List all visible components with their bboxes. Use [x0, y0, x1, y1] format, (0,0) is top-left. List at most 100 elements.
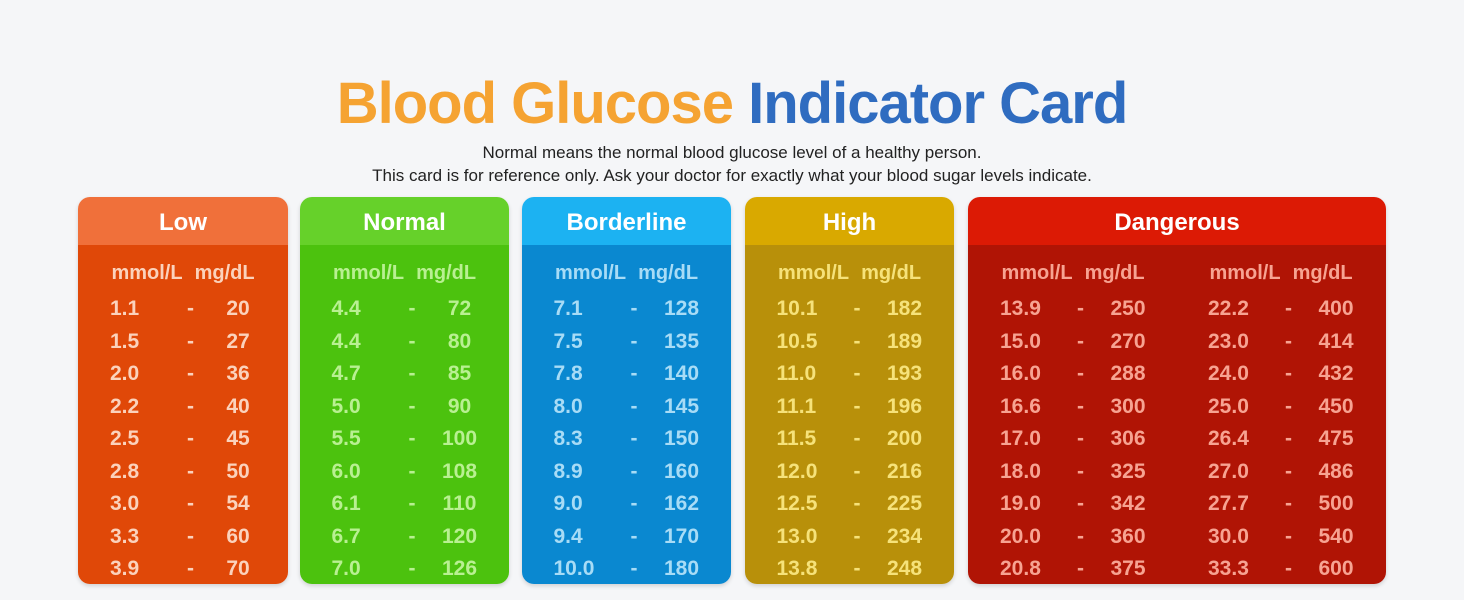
dash: - [630, 557, 638, 581]
mg-value: 126 [441, 557, 478, 581]
mmol-value: 13.9 [1000, 297, 1041, 321]
mmol-value: 4.7 [331, 362, 361, 386]
unit-mmol: mmol/L [1209, 261, 1281, 284]
dash: - [630, 459, 638, 483]
dash: - [630, 427, 638, 451]
dash: - [187, 492, 194, 516]
mg-value: 325 [1110, 459, 1146, 483]
mmol-value: 6.1 [331, 492, 361, 516]
mmol-value: 11.1 [776, 394, 817, 418]
card-low: Low mmol/L mg/dL 1.1-20 1.5-27 2.0-36 2.2-40 2.… [78, 197, 288, 584]
mg-value: 200 [886, 427, 923, 451]
dash: - [630, 362, 638, 386]
dash: - [1077, 524, 1084, 548]
card-header: Borderline [522, 197, 731, 245]
dash: - [408, 329, 416, 353]
unit-mg: mg/dL [638, 261, 699, 284]
mg-value: 270 [1110, 329, 1146, 353]
table-row: 27.0 - 486 [1196, 456, 1366, 489]
mmol-value: 8.3 [553, 427, 583, 451]
table-row: 25.0 - 450 [1196, 391, 1366, 424]
mmol-value: 2.5 [110, 427, 140, 451]
mg-value: 110 [442, 492, 477, 516]
mg-value: 80 [447, 329, 472, 353]
unit-mmol: mmol/L [111, 261, 183, 284]
table-row: 2.0 - 36 [98, 358, 268, 391]
mmol-value: 18.0 [1000, 459, 1041, 483]
mmol-value: 7.5 [553, 329, 583, 353]
table-row: 18.0 - 325 [988, 456, 1158, 489]
table-row: 8.0 - 145 [542, 391, 712, 424]
table-row: 5.0 - 90 [320, 391, 490, 424]
dash: - [1077, 557, 1084, 581]
mg-value: 196 [886, 394, 923, 418]
mmol-value: 2.0 [110, 362, 140, 386]
dash: - [187, 557, 194, 581]
mg-value: 486 [1318, 459, 1354, 483]
value-column: mmol/L mg/dL 4.4 - 72 4.4 - 80 4.7 - 85 5.0 - 90 5.5 - 1… [320, 253, 490, 584]
table-row: 10.0 - 180 [542, 553, 712, 584]
dash: - [1077, 459, 1084, 483]
mmol-value: 10.0 [553, 557, 595, 581]
table-row: 2.2 - 40 [98, 391, 268, 424]
table-row: 11.5 - 200 [765, 423, 935, 456]
value-column: mmol/L mg/dL 13.9 - 250 15.0 - 270 16.0 - 288 16.6 -… [988, 253, 1158, 584]
mg-value: 20 [226, 297, 250, 321]
table-row: 7.0 - 126 [320, 553, 490, 584]
mmol-value: 9.0 [553, 492, 583, 516]
mg-value: 128 [663, 297, 700, 321]
mg-value: 27 [226, 329, 250, 353]
table-row: 12.0 - 216 [765, 456, 935, 489]
mg-value: 234 [886, 524, 923, 548]
mmol-value: 12.5 [776, 492, 818, 516]
unit-mmol: mmol/L [1001, 261, 1073, 284]
unit-mg: mg/dL [1292, 261, 1353, 284]
table-row: 9.4 - 170 [542, 521, 712, 554]
dash: - [1285, 557, 1292, 581]
dash: - [1285, 297, 1292, 321]
dash: - [408, 297, 416, 321]
subtitle-line: This card is for reference only. Ask you… [372, 166, 1092, 185]
dash: - [853, 492, 861, 516]
dash: - [408, 557, 416, 581]
mg-value: 400 [1318, 297, 1354, 321]
mg-value: 450 [1318, 394, 1354, 418]
mmol-value: 16.6 [1000, 394, 1041, 418]
table-row: 22.2 - 400 [1196, 293, 1366, 326]
mg-value: 135 [663, 329, 700, 353]
mmol-value: 10.1 [776, 297, 818, 321]
mmol-value: 25.0 [1208, 394, 1249, 418]
dash: - [853, 297, 861, 321]
dash: - [853, 459, 861, 483]
table-row: 3.0 - 54 [98, 488, 268, 521]
dash: - [1285, 459, 1292, 483]
dash: - [187, 427, 194, 451]
mmol-value: 30.0 [1208, 524, 1249, 548]
mg-value: 360 [1110, 524, 1146, 548]
page-title: Blood Glucose Indicator Card [336, 71, 1129, 136]
card-dangerous: Dangerous mmol/L mg/dL 13.9 - 250 15.0 - 270 16.0… [968, 197, 1386, 584]
mmol-value: 26.4 [1208, 427, 1249, 451]
mmol-value: 5.0 [331, 394, 361, 418]
mg-value: 85 [447, 362, 472, 386]
table-row: 1.5 - 27 [98, 326, 268, 359]
table-row: 24.0 - 432 [1196, 358, 1366, 391]
mmol-value: 7.8 [553, 362, 583, 386]
table-row: 13.8 - 248 [765, 553, 935, 584]
dash: - [1285, 329, 1292, 353]
mg-value: 108 [441, 459, 478, 483]
table-row: 30.0 - 540 [1196, 521, 1366, 554]
mmol-value: 11.0 [776, 362, 817, 386]
table-row: 10.5 - 189 [765, 326, 935, 359]
dash: - [1077, 297, 1084, 321]
table-row: 27.7 - 500 [1196, 488, 1366, 521]
mg-value: 414 [1318, 329, 1354, 353]
mg-value: 475 [1318, 427, 1354, 451]
mg-value: 432 [1318, 362, 1354, 386]
table-row: 10.1 - 182 [765, 293, 935, 326]
unit-mg: mg/dL [861, 261, 922, 284]
dash: - [187, 297, 194, 321]
mmol-value: 4.4 [331, 329, 361, 353]
subtitle-line: Normal means the normal blood glucose le… [482, 143, 982, 162]
mmol-value: 13.0 [776, 524, 818, 548]
